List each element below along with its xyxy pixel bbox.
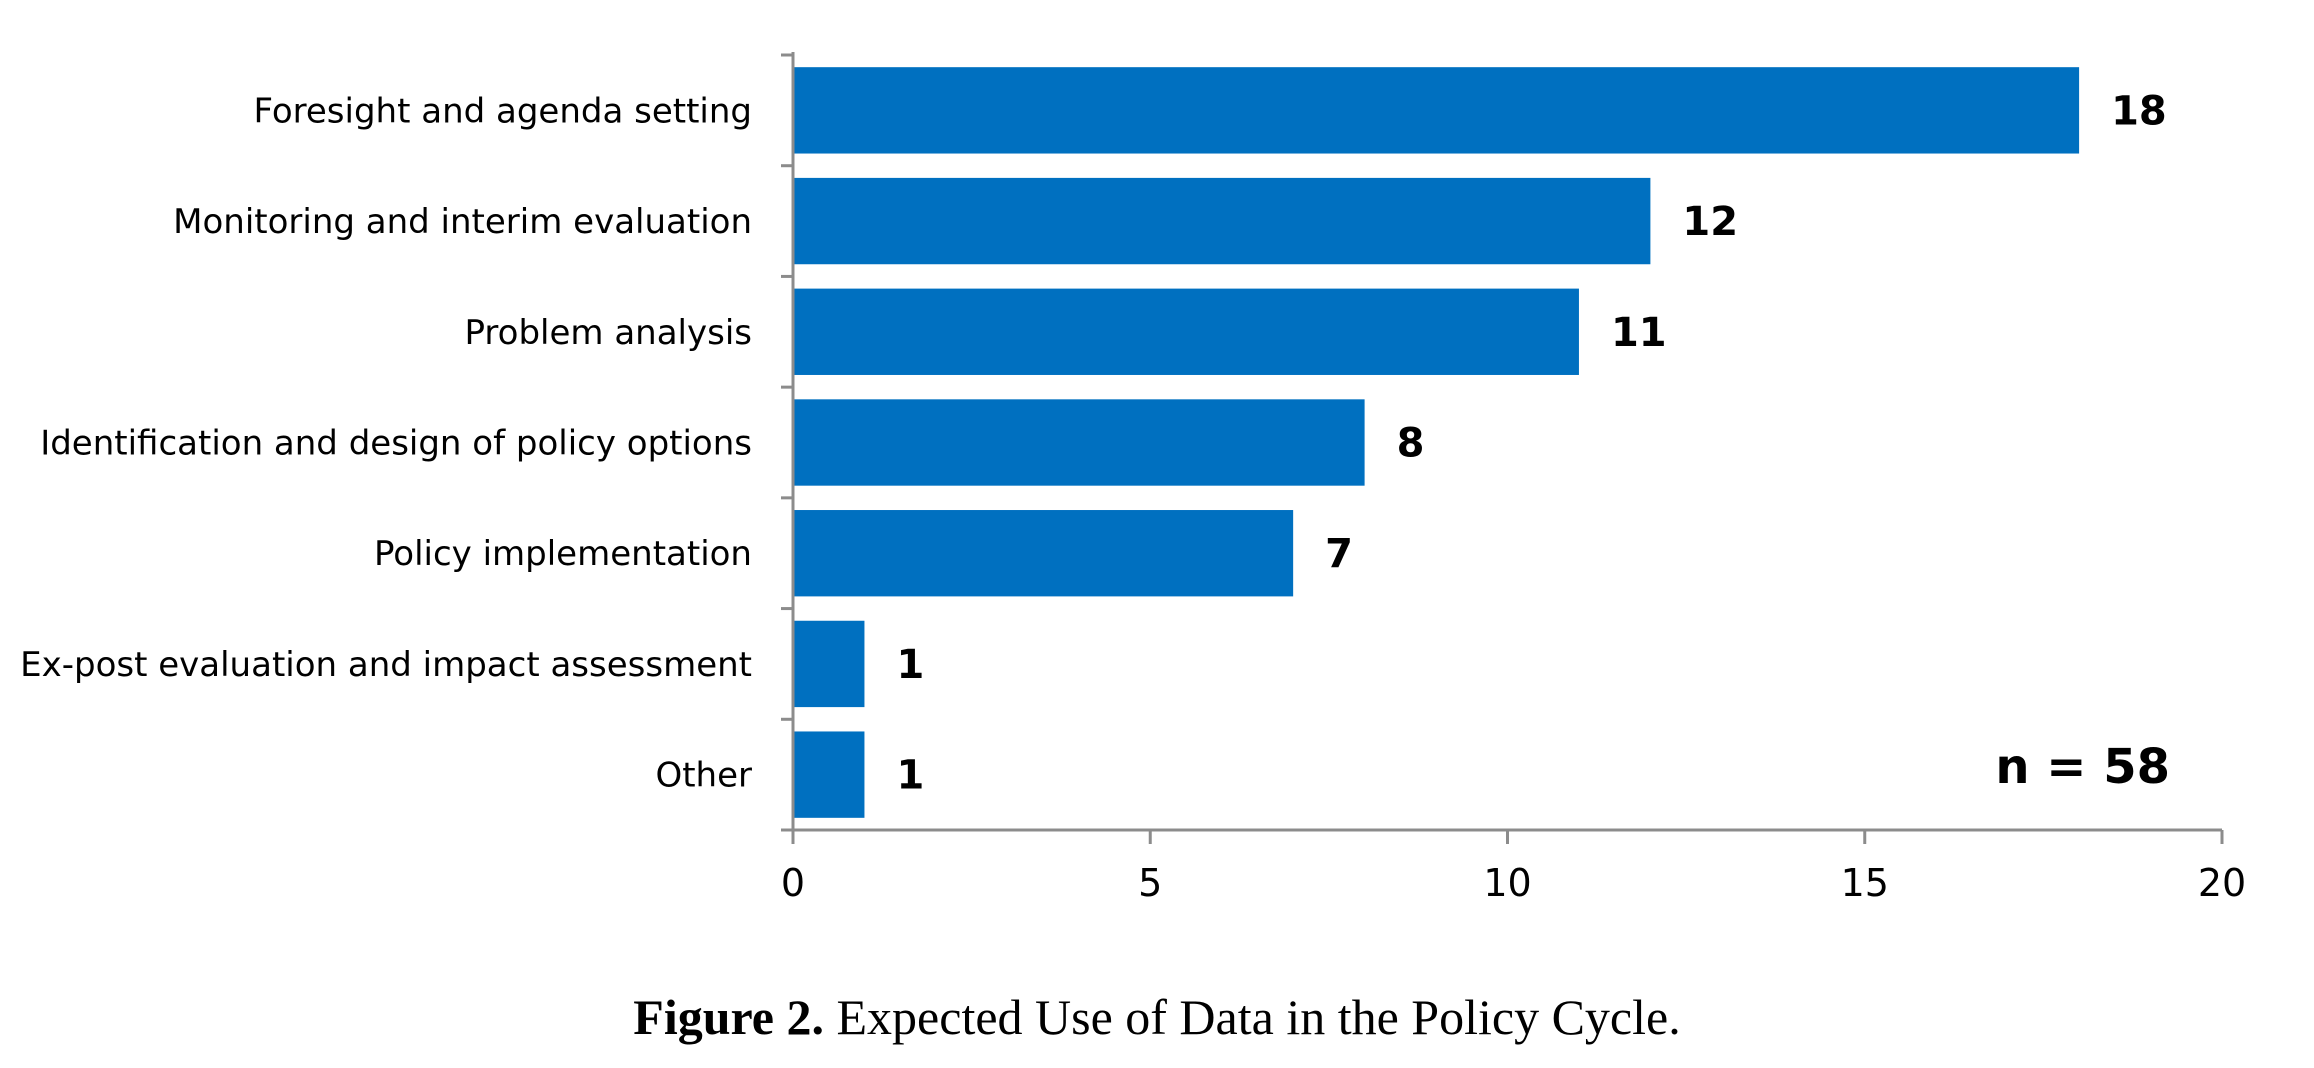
axes: 0 5 10 15 20: [781, 52, 2246, 905]
figure-caption-text: Expected Use of Data in the Policy Cycle…: [836, 989, 1681, 1045]
figure-caption: Figure 2. Expected Use of Data in the Po…: [0, 988, 2314, 1046]
data-label: 11: [1611, 310, 1667, 356]
bars: [793, 67, 2080, 818]
category-label: Problem analysis: [465, 313, 752, 353]
bar: [793, 67, 2080, 154]
bar: [793, 177, 1651, 265]
figure-number: Figure 2.: [633, 989, 825, 1045]
sample-size-annotation: n = 58: [1995, 739, 2170, 795]
x-tick-label: 0: [781, 861, 805, 905]
x-tick-label: 20: [2198, 861, 2246, 905]
category-label: Other: [655, 756, 752, 796]
bar: [793, 399, 1365, 486]
data-label: 12: [1682, 199, 1738, 245]
bar: [793, 731, 865, 818]
x-tick-label: 10: [1483, 861, 1531, 905]
category-label: Identification and design of policy opti…: [40, 424, 752, 464]
category-label: Ex-post evaluation and impact assessment: [20, 645, 752, 685]
bar: [793, 620, 865, 708]
category-label: Policy implementation: [374, 534, 752, 574]
category-label: Monitoring and interim evaluation: [173, 202, 752, 242]
x-tick-label: 5: [1138, 861, 1162, 905]
data-label: 1: [896, 753, 924, 799]
bar: [793, 288, 1579, 375]
bar-chart: 0 5 10 15 20 Foresight and agenda setting 18M…: [20, 52, 2246, 905]
x-tick-label: 15: [1841, 861, 1889, 905]
category-label: Foresight and agenda setting: [254, 91, 752, 131]
data-label: 7: [1325, 531, 1353, 577]
bar: [793, 510, 1294, 597]
labels: Foresight and agenda setting 18Monitoring…: [20, 88, 2167, 798]
data-label: 18: [2111, 88, 2167, 134]
data-label: 1: [896, 642, 924, 688]
data-label: 8: [1397, 421, 1425, 467]
